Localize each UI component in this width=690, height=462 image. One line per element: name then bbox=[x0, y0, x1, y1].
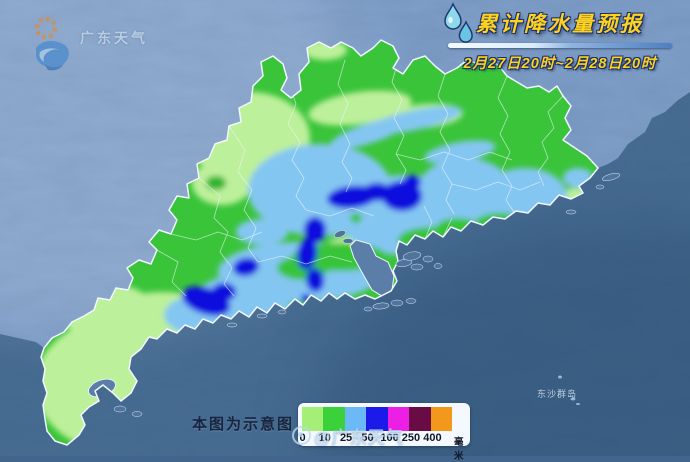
legend-tick-label: 10 bbox=[318, 432, 331, 444]
county-borders bbox=[128, 57, 564, 371]
watermark-text: @广东天气 bbox=[314, 428, 404, 447]
title-block: 累计降水量预报 2月27日20时~2月28日20时 bbox=[444, 8, 676, 73]
legend-color-cell bbox=[387, 407, 410, 431]
islands bbox=[113, 173, 620, 417]
legend-color-cell bbox=[344, 407, 367, 431]
province-border bbox=[40, 39, 599, 446]
legend-tick-label: 250 bbox=[401, 432, 421, 444]
legend-ticks: 毫米 0 10 25 50 100 250 400 bbox=[300, 431, 470, 462]
watermark-badge-icon bbox=[292, 426, 311, 445]
raindrop-icon bbox=[441, 2, 475, 50]
legend-color-cell bbox=[430, 407, 452, 431]
legend-tick-label: 100 bbox=[380, 432, 399, 444]
precip-legend: 毫米 0 10 25 50 100 250 400 bbox=[298, 403, 470, 462]
legend-color-cell bbox=[302, 407, 324, 431]
dongsha-label: 东沙群岛 bbox=[537, 389, 578, 399]
schematic-note: 本图为示意图 bbox=[192, 416, 295, 433]
dongsha-islands bbox=[558, 375, 580, 405]
legend-unit: 毫米 bbox=[454, 437, 464, 462]
station-logo: 广东天气 bbox=[30, 14, 148, 72]
forecast-period: 2月27日20时~2月28日20时 bbox=[463, 56, 657, 72]
legend-color-cell bbox=[366, 407, 388, 431]
legend-tick-label: 25 bbox=[339, 432, 353, 444]
weather-logo-icon bbox=[34, 16, 69, 71]
legend-color-bar bbox=[302, 407, 452, 431]
legend-color-cell bbox=[323, 407, 345, 431]
logo-text: 广东天气 bbox=[80, 30, 148, 46]
legend-tick-label: 50 bbox=[361, 432, 374, 444]
legend-color-cell bbox=[409, 407, 431, 431]
map-title: 累计降水量预报 bbox=[476, 13, 644, 36]
title-divider bbox=[448, 43, 672, 48]
bottom-watermark: @广东天气 bbox=[292, 423, 404, 448]
legend-tick-label: 400 bbox=[423, 432, 442, 444]
